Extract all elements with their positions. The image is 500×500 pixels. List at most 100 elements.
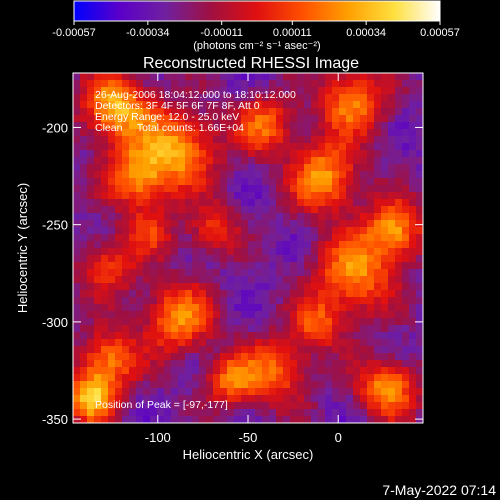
heatmap-cell	[241, 290, 249, 298]
heatmap-cell	[409, 87, 417, 95]
heatmap-cell	[311, 262, 319, 270]
heatmap-cell	[129, 276, 137, 284]
heatmap-cell	[192, 143, 200, 151]
heatmap-cell	[185, 402, 193, 410]
heatmap-cell	[381, 318, 389, 326]
heatmap-cell	[297, 171, 305, 179]
heatmap-cell	[136, 248, 144, 256]
heatmap-cell	[143, 80, 151, 88]
heatmap-cell	[241, 157, 249, 165]
heatmap-cell	[129, 367, 137, 375]
heatmap-cell	[269, 164, 277, 172]
heatmap-cell	[157, 164, 165, 172]
heatmap-cell	[136, 199, 144, 207]
heatmap-cell	[80, 311, 88, 319]
heatmap-cell	[346, 311, 354, 319]
heatmap-cell	[136, 220, 144, 228]
heatmap-cell	[332, 367, 340, 375]
heatmap-cell	[94, 395, 102, 403]
heatmap-cell	[101, 248, 109, 256]
heatmap-cell	[80, 164, 88, 172]
heatmap-cell	[318, 297, 326, 305]
x-tick-label: -100	[145, 430, 171, 445]
heatmap-cell	[248, 290, 256, 298]
heatmap-cell	[360, 388, 368, 396]
heatmap-cell	[241, 332, 249, 340]
heatmap-cell	[73, 171, 81, 179]
heatmap-cell	[157, 381, 165, 389]
heatmap-cell	[220, 213, 228, 221]
heatmap-cell	[409, 199, 417, 207]
heatmap-cell	[234, 416, 242, 423]
heatmap-cell	[157, 339, 165, 347]
heatmap-cell	[199, 332, 207, 340]
heatmap-cell	[248, 409, 256, 417]
heatmap-cell	[304, 122, 312, 130]
heatmap-cell	[276, 94, 284, 102]
heatmap-cell	[164, 402, 172, 410]
heatmap-cell	[192, 115, 200, 123]
heatmap-cell	[115, 115, 123, 123]
heatmap-cell	[416, 416, 423, 423]
heatmap-cell	[157, 108, 165, 116]
heatmap-cell	[416, 283, 423, 291]
heatmap-cell	[143, 185, 151, 193]
heatmap-cell	[122, 325, 130, 333]
heatmap-cell	[136, 129, 144, 137]
heatmap-cell	[353, 220, 361, 228]
heatmap-cell	[353, 262, 361, 270]
heatmap-cell	[283, 311, 291, 319]
heatmap-cell	[220, 367, 228, 375]
heatmap-cell	[360, 206, 368, 214]
heatmap-cell	[108, 220, 116, 228]
heatmap-cell	[178, 185, 186, 193]
heatmap-cell	[73, 374, 81, 382]
heatmap-cell	[164, 395, 172, 403]
heatmap-cell	[269, 234, 277, 242]
heatmap-cell	[416, 269, 423, 277]
heatmap-cell	[87, 381, 95, 389]
heatmap-cell	[227, 241, 235, 249]
heatmap-cell	[367, 402, 375, 410]
heatmap-cell	[185, 101, 193, 109]
heatmap-cell	[381, 157, 389, 165]
heatmap-cell	[129, 206, 137, 214]
heatmap-cell	[122, 381, 130, 389]
heatmap-cell	[276, 255, 284, 263]
heatmap-cell	[374, 318, 382, 326]
heatmap-cell	[241, 136, 249, 144]
heatmap-cell	[199, 171, 207, 179]
heatmap-cell	[227, 206, 235, 214]
heatmap-cell	[227, 115, 235, 123]
heatmap-cell	[395, 115, 403, 123]
heatmap-cell	[192, 381, 200, 389]
heatmap-cell	[374, 164, 382, 172]
heatmap-cell	[248, 185, 256, 193]
heatmap-cell	[94, 122, 102, 130]
heatmap-cell	[325, 80, 333, 88]
heatmap-cell	[416, 227, 423, 235]
heatmap-cell	[290, 346, 298, 354]
heatmap-cell	[164, 255, 172, 263]
heatmap-cell	[227, 416, 235, 423]
heatmap-cell	[374, 255, 382, 263]
heatmap-cell	[185, 87, 193, 95]
heatmap-cell	[290, 178, 298, 186]
heatmap-cell	[395, 311, 403, 319]
heatmap-cell	[178, 206, 186, 214]
heatmap-cell	[262, 402, 270, 410]
heatmap-cell	[115, 367, 123, 375]
heatmap-cell	[325, 360, 333, 368]
heatmap-cell	[297, 409, 305, 417]
heatmap-cell	[164, 122, 172, 130]
heatmap-cell	[241, 269, 249, 277]
heatmap-cell	[122, 409, 130, 417]
heatmap-cell	[94, 143, 102, 151]
heatmap-cell	[297, 381, 305, 389]
heatmap-cell	[262, 297, 270, 305]
heatmap-cell	[220, 192, 228, 200]
heatmap-cell	[290, 374, 298, 382]
heatmap-cell	[143, 283, 151, 291]
heatmap-cell	[199, 367, 207, 375]
heatmap-cell	[318, 269, 326, 277]
